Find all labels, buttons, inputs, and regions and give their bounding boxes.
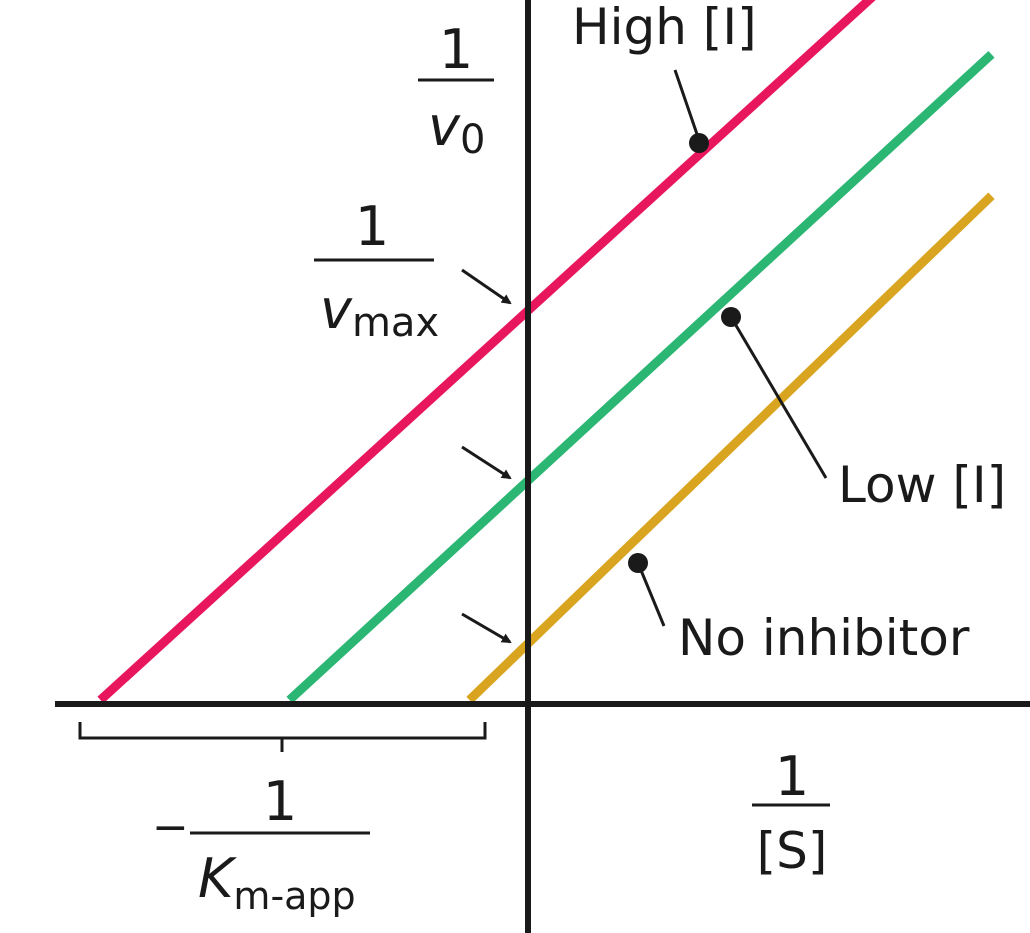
intercept-arrow-none (461, 612, 512, 644)
vmax-label-numerator: 1 (355, 195, 389, 258)
intercept-arrow-low (461, 445, 512, 480)
y-axis-label-subscript: 0 (460, 117, 485, 163)
x-axis-label-numerator: 1 (775, 745, 809, 808)
series-label-none: No inhibitor (678, 609, 970, 667)
x-intercept-symbol: K (198, 847, 237, 910)
y-axis-label: 1 v0 (418, 18, 494, 163)
series-label-low: Low [I] (838, 456, 1006, 514)
vmax-intercept-label: 1 vmax (314, 195, 439, 346)
series-line-high (97, 0, 876, 704)
vmax-label-subscript: max (352, 300, 439, 346)
x-intercept-label: − 1 Km-app (152, 770, 370, 918)
x-axis-label: 1 [S] (752, 745, 830, 880)
series-layer (97, 0, 995, 704)
y-axis-label-numerator: 1 (439, 18, 473, 81)
series-line-low (286, 51, 995, 704)
y-axis-label-symbol: v (428, 95, 461, 158)
svg-text:Km-app: Km-app (198, 847, 356, 918)
vmax-label-symbol: v (320, 278, 353, 341)
series-label-high: High [I] (572, 0, 757, 56)
km-app-bracket (78, 722, 487, 752)
leader-high (673, 69, 709, 153)
svg-text:vmax: vmax (320, 278, 439, 346)
svg-text:v0: v0 (428, 95, 485, 163)
x-axis-label-denominator: [S] (757, 822, 828, 880)
x-intercept-sign: − (152, 802, 189, 853)
intercept-arrow-high (461, 268, 512, 305)
x-intercept-subscript: m-app (233, 874, 355, 918)
leader-low (721, 307, 828, 479)
leader-none (628, 553, 666, 627)
series-line-none (466, 192, 995, 704)
x-intercept-numerator: 1 (263, 770, 297, 833)
